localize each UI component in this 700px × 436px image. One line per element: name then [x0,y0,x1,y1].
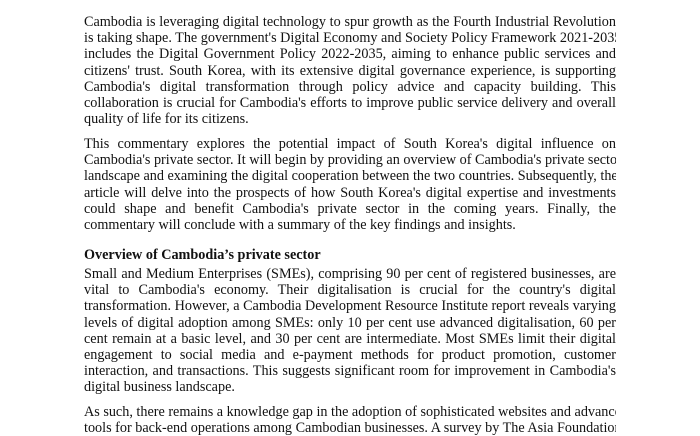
paragraph-knowledge-gap: As such, there remains a knowledge gap i… [84,404,616,436]
text-line: collaboration is crucial for Cambodia's … [84,94,616,111]
text-line: This commentary explores the potential i… [84,136,616,152]
text-line: landscape and examining the digital coop… [84,168,616,185]
paragraph-intro: Cambodia is leveraging digital technolog… [84,14,616,127]
section-heading: Overview of Cambodia’s private sector [84,247,321,263]
text-line: transformation. However, a Cambodia Deve… [84,298,616,315]
text-line: commentary will conclude with a summary … [84,216,516,233]
paragraph-commentary-scope: This commentary explores the potential i… [84,136,616,233]
text-line: article will delve into the prospects of… [84,184,616,201]
text-line: Cambodia's digital transformation throug… [84,78,616,95]
text-line: digital business landscape. [84,379,235,396]
text-line: Cambodia is leveraging digital technolog… [84,14,616,30]
text-line: tools for back-end operations among Camb… [84,420,616,436]
text-line: citizens' trust. South Korea, with its e… [84,62,616,79]
paragraph-smes: Small and Medium Enterprises (SMEs), com… [84,266,616,396]
text-line: vital to Cambodia's economy. Their digit… [84,282,616,299]
text-line: quality of life for its citizens. [84,111,249,128]
text-line: Small and Medium Enterprises (SMEs), com… [84,266,616,282]
text-line: interaction, and transactions. This sugg… [84,363,616,380]
text-line: engagement to social media and e-payment… [84,346,616,363]
text-line: includes the Digital Government Policy 2… [84,46,616,63]
text-line: levels of digital adoption among SMEs: o… [84,314,616,331]
text-line: As such, there remains a knowledge gap i… [84,404,616,420]
text-line: Cambodia's private sector. It will begin… [84,152,616,169]
text-line: could shape and benefit Cambodia's priva… [84,200,616,217]
text-line: is taking shape. The government's Digita… [84,30,616,47]
text-line: cent remain at a basic level, and 30 per… [84,330,616,347]
